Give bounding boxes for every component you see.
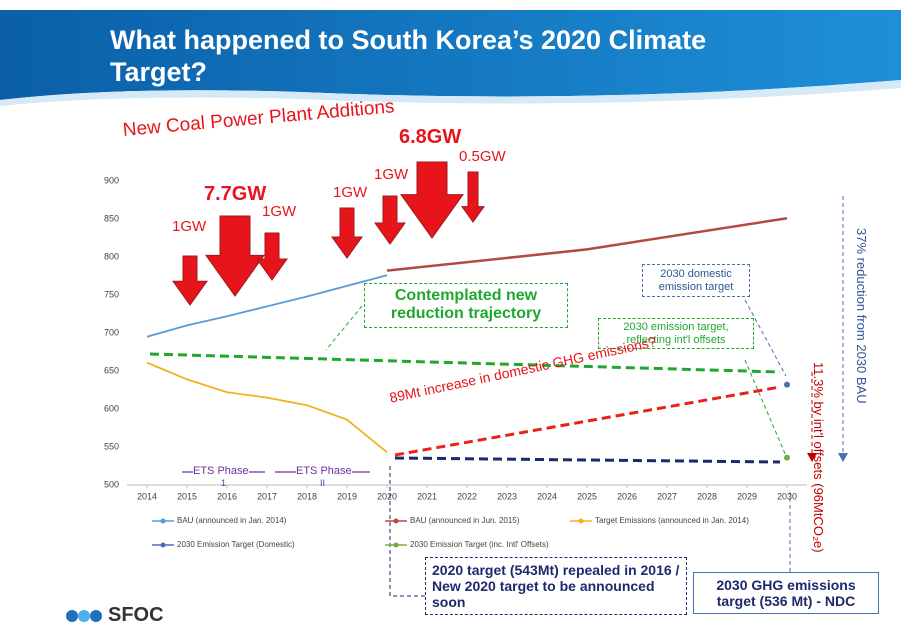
annotation: 1GW	[374, 166, 409, 183]
coal-arrow	[331, 207, 363, 259]
x-tick-label: 2022	[457, 491, 477, 501]
annotation: 7.7GW	[204, 183, 267, 205]
coal-arrow	[256, 232, 288, 281]
legend-label: 2030 Emission Target (inc. Intl' Offsets…	[410, 540, 549, 549]
coal-arrow	[400, 161, 464, 239]
arrow-head	[838, 453, 848, 462]
x-tick-label: 2026	[617, 491, 637, 501]
legend-label: BAU (announced in Jan. 2014)	[177, 516, 287, 525]
legend-marker	[160, 518, 166, 524]
legend-marker	[393, 518, 399, 524]
connectors	[325, 196, 844, 597]
x-tick-label: 2017	[257, 491, 277, 501]
legend-label: BAU (announced in Jun. 2015)	[410, 516, 520, 525]
x-tick-label: 2030	[777, 491, 797, 501]
coal-arrow	[205, 215, 265, 297]
legend-marker	[160, 542, 166, 548]
banner	[0, 10, 901, 100]
connector	[744, 299, 787, 377]
logo	[66, 610, 102, 622]
y-tick-label: 550	[104, 441, 119, 451]
y-tick-label: 800	[104, 251, 119, 261]
y-tick-label: 700	[104, 327, 119, 337]
annotation: 2020 target (543Mt) repealed in 2016 / N…	[425, 557, 687, 616]
legend-label: 2030 Emission Target (Domestic)	[177, 540, 295, 549]
y-tick-label: 600	[104, 403, 119, 413]
annotation: 37% reduction from 2030 BAU	[854, 228, 869, 404]
y-tick-label: 650	[104, 365, 119, 375]
annotation: 1GW	[262, 203, 297, 220]
x-tick-label: 2018	[297, 491, 317, 501]
annotation: II	[320, 478, 326, 488]
trajectory-line	[149, 352, 781, 374]
x-tick-label: 2014	[137, 491, 157, 501]
annotation: 1GW	[333, 184, 368, 201]
series-point	[784, 454, 790, 461]
banner-edge	[0, 80, 901, 106]
series-line	[146, 361, 388, 454]
annotation: ETS Phase	[193, 465, 249, 478]
x-tick-label: 2028	[697, 491, 717, 501]
coal-arrow	[172, 255, 208, 306]
x-tick-label: 2023	[497, 491, 517, 501]
annotation: 2030 emission target, reflecting int'l o…	[598, 318, 754, 350]
legend-marker	[393, 542, 399, 548]
connector	[325, 305, 363, 351]
logo-mark	[90, 610, 102, 622]
y-tick-label: 900	[104, 175, 119, 185]
x-tick-label: 2016	[217, 491, 237, 501]
annotation: 6.8GW	[399, 126, 462, 148]
annotation: 0.5GW	[459, 148, 506, 165]
x-tick-label: 2021	[417, 491, 437, 501]
annotation: 1GW	[172, 218, 207, 235]
annotation: 2030 domestic emission target	[642, 264, 750, 298]
annotation-shapes	[149, 352, 781, 464]
x-tick-label: 2024	[537, 491, 557, 501]
increase-line	[394, 385, 781, 457]
x-tick-label: 2015	[177, 491, 197, 501]
annotation: Contemplated new reduction trajectory	[364, 283, 568, 328]
x-tick-label: 2020	[377, 491, 397, 501]
connector	[389, 465, 425, 597]
x-tick-label: 2025	[577, 491, 597, 501]
slide-title: What happened to South Korea’s 2020 Clim…	[110, 25, 707, 88]
x-tick-label: 2027	[657, 491, 677, 501]
x-tick-label: 2029	[737, 491, 757, 501]
arrow-head	[807, 453, 817, 462]
coal-arrow	[461, 171, 485, 223]
target-line	[394, 456, 781, 464]
legend-marker	[578, 518, 584, 524]
legend-label: Target Emissions (announced in Jan. 2014…	[595, 516, 749, 525]
annotation: ETS Phase	[296, 465, 352, 478]
annotation: 11.3% by int'l offsets (96MtCO₂e)	[811, 362, 826, 553]
series-line	[386, 217, 788, 272]
y-tick-label: 500	[104, 479, 119, 489]
series-line	[146, 274, 388, 338]
annotation: SFOC	[108, 604, 164, 626]
y-tick-label: 750	[104, 289, 119, 299]
x-tick-label: 2019	[337, 491, 357, 501]
annotation: 1	[221, 478, 227, 488]
logo-mark	[78, 610, 90, 622]
series-point	[784, 381, 790, 388]
logo-mark	[66, 610, 78, 622]
connector	[744, 359, 787, 457]
annotation: 2030 GHG emissions target (536 Mt) - NDC	[693, 572, 879, 615]
coal-arrow	[374, 195, 406, 245]
y-tick-label: 850	[104, 213, 119, 223]
